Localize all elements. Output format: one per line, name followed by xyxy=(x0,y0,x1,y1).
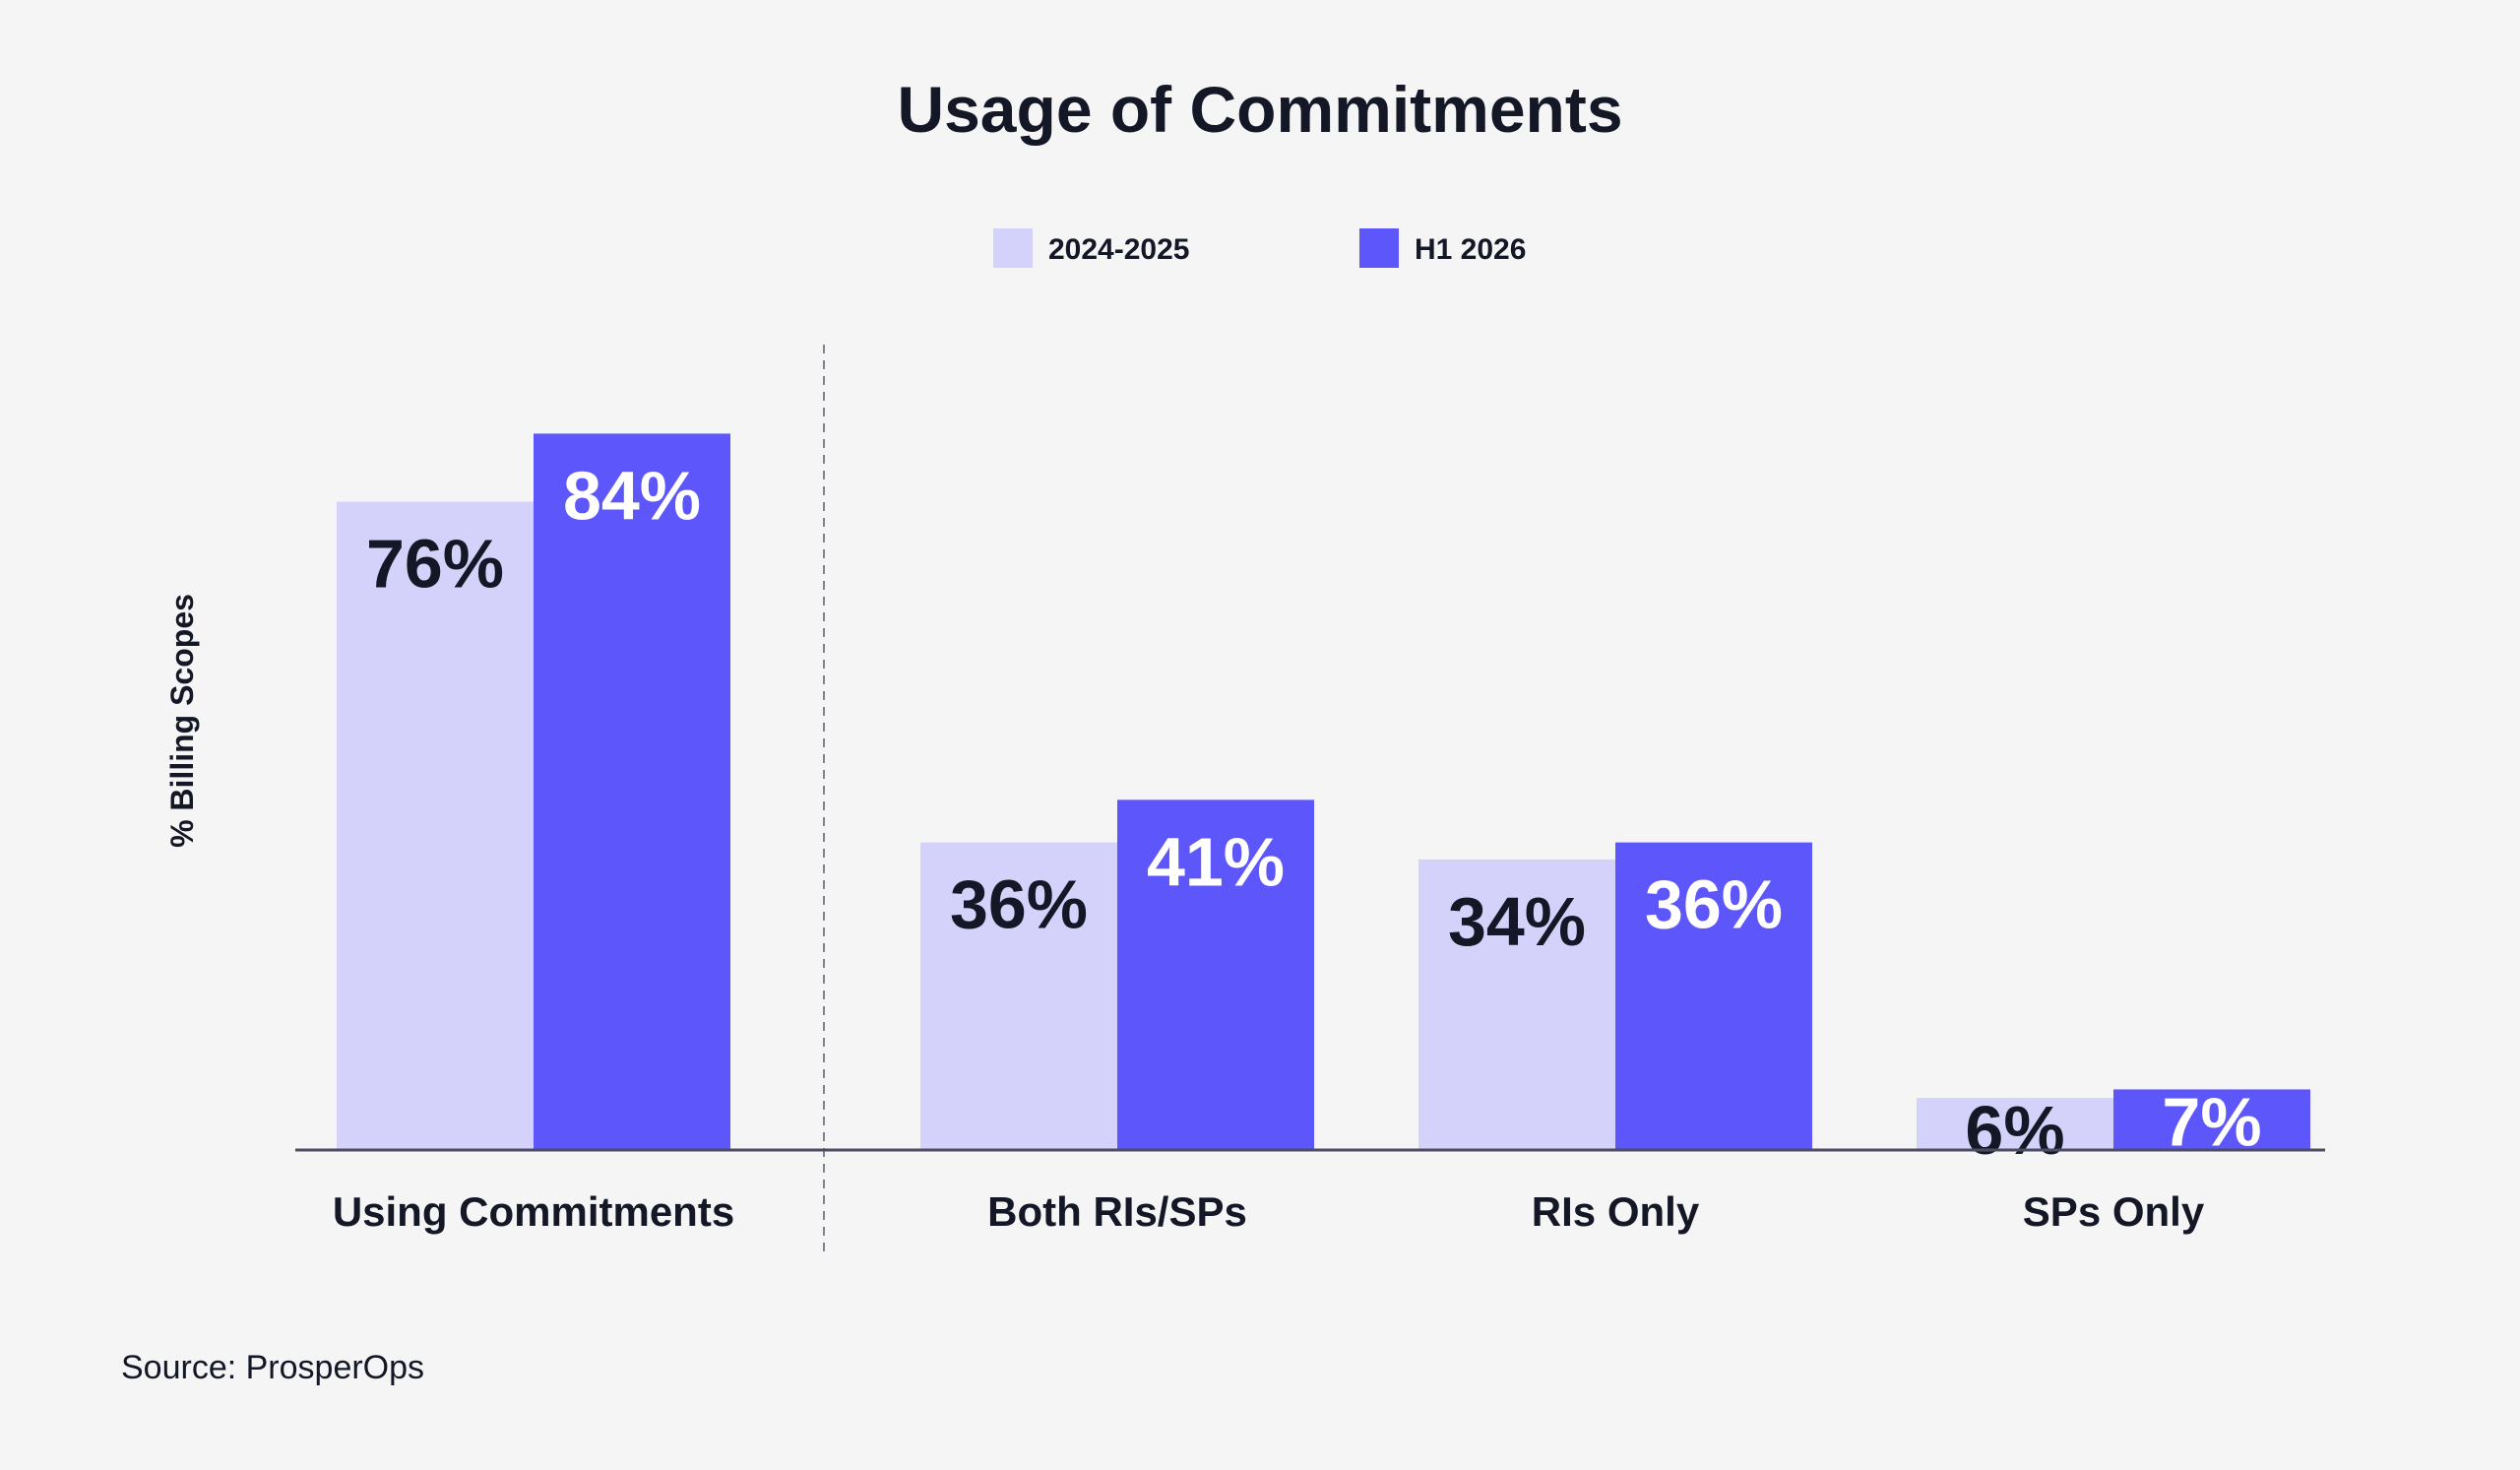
legend-label-h1-2026: H1 2026 xyxy=(1415,233,1526,266)
tick-label-using-commitments: Using Commitments xyxy=(333,1188,734,1235)
tick-labels-group: Using Commitments Both RIs/SPs RIs Only SPs… xyxy=(333,1188,2205,1235)
value-label-both-ris-sps-h1-2026: 41% xyxy=(1147,823,1285,900)
bar-sps-only-2024-2025 xyxy=(1917,1098,2113,1149)
legend-swatch-2024-2025 xyxy=(993,228,1033,268)
value-label-using-commitments-h1-2026: 84% xyxy=(563,457,701,534)
value-labels-group: 76% 84% 36% 41% 34% 36% 6% 7% xyxy=(366,457,2262,1169)
tick-label-sps-only: SPs Only xyxy=(2023,1188,2205,1235)
legend-swatch-h1-2026 xyxy=(1359,228,1399,268)
bar-ris-only-h1-2026 xyxy=(1615,842,1812,1149)
bar-both-ris-sps-h1-2026 xyxy=(1117,799,1314,1149)
bar-using-commitments-h1-2026 xyxy=(534,433,730,1149)
value-label-sps-only-2024-2025: 6% xyxy=(1965,1092,2064,1169)
legend: 2024-2025 H1 2026 xyxy=(993,228,1526,268)
value-label-using-commitments-2024-2025: 76% xyxy=(366,526,504,603)
bar-both-ris-sps-2024-2025 xyxy=(920,842,1117,1149)
bar-using-commitments-2024-2025 xyxy=(337,501,534,1150)
chart-title: Usage of Commitments xyxy=(897,73,1622,146)
value-label-ris-only-2024-2025: 34% xyxy=(1448,883,1586,960)
value-label-both-ris-sps-2024-2025: 36% xyxy=(950,866,1088,943)
bar-sps-only-h1-2026 xyxy=(2113,1089,2310,1149)
source-text: Source: ProsperOps xyxy=(121,1349,424,1386)
y-axis-title: % Billing Scopes xyxy=(164,594,200,848)
tick-label-both-ris-sps: Both RIs/SPs xyxy=(987,1188,1247,1235)
value-label-sps-only-h1-2026: 7% xyxy=(2162,1083,2261,1160)
bar-ris-only-2024-2025 xyxy=(1418,859,1615,1149)
legend-label-2024-2025: 2024-2025 xyxy=(1048,233,1189,266)
bars-group xyxy=(337,433,2310,1150)
value-label-ris-only-h1-2026: 36% xyxy=(1645,866,1783,943)
tick-label-ris-only: RIs Only xyxy=(1532,1188,1700,1235)
